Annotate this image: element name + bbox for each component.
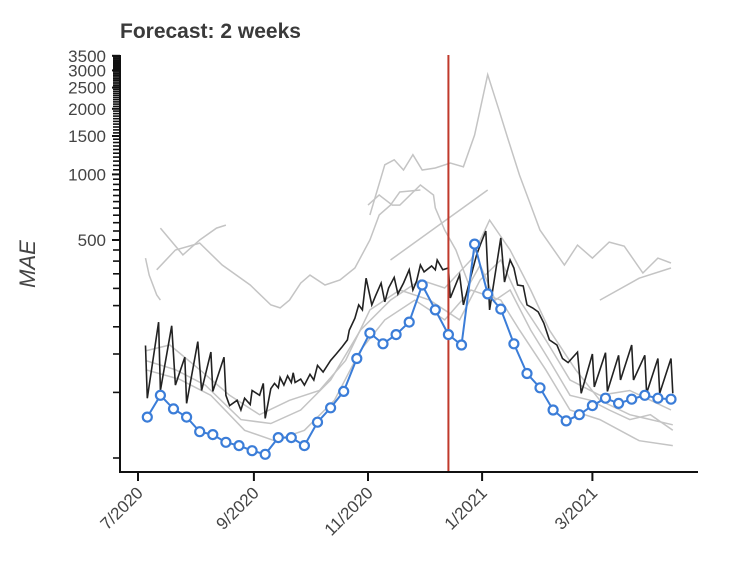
x-tick-label: 11/2020: [321, 483, 377, 539]
chart-title: Forecast: 2 weeks: [120, 20, 301, 43]
y-tick-label: 2500: [68, 79, 106, 98]
x-axis-ticks: 7/2020 9/2020 11/2020 1/2021 3/2021: [97, 472, 601, 539]
other-model-line-6: [390, 189, 489, 261]
highlighted-model-point: [154, 389, 166, 401]
highlighted-model-point: [482, 288, 494, 300]
x-tick-label: 1/2021: [441, 483, 491, 533]
highlighted-model-point: [534, 382, 546, 394]
other-model-line-7: [599, 267, 672, 301]
other-model-line-2: [144, 257, 162, 301]
highlighted-model-point: [220, 436, 232, 448]
other-model-line-10: [145, 289, 673, 447]
y-tick-label: 500: [78, 231, 106, 250]
x-tick-label: 9/2020: [213, 483, 263, 533]
highlighted-model-point: [442, 329, 454, 341]
highlighted-model-point: [194, 426, 206, 438]
highlighted-model-point: [495, 303, 507, 315]
highlighted-model-point: [272, 432, 284, 444]
highlighted-model-point: [181, 411, 193, 423]
highlighted-model-point: [639, 389, 651, 401]
reference-model-line: [144, 230, 674, 419]
other-model-line-9: [145, 218, 673, 426]
highlighted-model-point: [246, 445, 258, 457]
highlighted-model-point: [338, 385, 350, 397]
highlighted-model-point: [403, 316, 415, 328]
highlighted-model-point: [547, 404, 559, 416]
highlighted-model-point: [233, 440, 245, 452]
x-tick-label: 7/2020: [97, 483, 147, 533]
highlighted-model-point: [259, 448, 271, 460]
highlighted-model-series: [141, 238, 677, 460]
highlighted-model-point: [626, 393, 638, 405]
x-tick-label: 3/2021: [551, 483, 601, 533]
highlighted-model-point: [207, 429, 219, 441]
axes: [119, 55, 698, 473]
highlighted-model-line: [146, 243, 672, 456]
y-tick-label: 2000: [68, 100, 106, 119]
highlighted-model-point: [599, 392, 612, 404]
highlighted-model-point: [560, 415, 572, 427]
reference-model-series: [144, 230, 674, 419]
highlighted-model-point: [390, 329, 402, 341]
other-model-line-3: [156, 189, 421, 309]
highlighted-model-point: [469, 238, 481, 250]
highlighted-model-point: [377, 338, 389, 350]
highlighted-model-point: [311, 416, 324, 428]
highlighted-model-point: [325, 402, 337, 414]
highlighted-model-point: [298, 440, 310, 452]
highlighted-model-point: [652, 392, 664, 404]
highlighted-model-point: [573, 409, 585, 421]
highlighted-model-point: [285, 432, 297, 444]
y-axis-label: MAE: [15, 240, 40, 288]
highlighted-model-point: [141, 411, 153, 423]
highlighted-model-point: [521, 367, 533, 380]
y-tick-label: 1000: [68, 165, 106, 184]
highlighted-model-point: [508, 338, 520, 350]
highlighted-model-point: [586, 400, 599, 412]
other-model-line-4: [369, 71, 672, 275]
highlighted-model-point: [612, 397, 625, 409]
other-model-line-8: [145, 258, 672, 416]
y-tick-label: 1500: [68, 127, 106, 146]
highlighted-model-point: [167, 403, 180, 415]
other-model-lines: [144, 71, 674, 447]
other-model-line-1: [159, 224, 227, 256]
highlighted-model-point: [351, 352, 363, 365]
highlighted-model-point: [416, 279, 428, 291]
highlighted-model-point: [364, 327, 376, 339]
y-tick-label: 3000: [68, 61, 106, 80]
y-tick-label: 3500: [68, 47, 106, 66]
highlighted-model-point: [665, 393, 677, 405]
highlighted-model-point: [455, 339, 468, 351]
highlighted-model-point: [429, 304, 441, 316]
